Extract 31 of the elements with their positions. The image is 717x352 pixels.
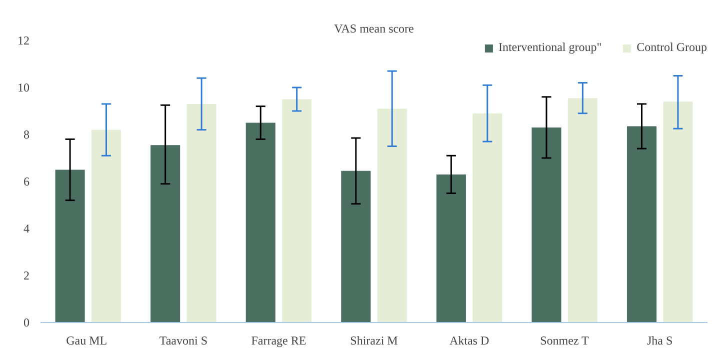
- bar: [186, 104, 216, 322]
- y-tick-label: 10: [18, 80, 30, 94]
- bar: [663, 102, 693, 322]
- y-tick-label: 12: [18, 34, 30, 48]
- x-tick-label: Sonmez T: [540, 334, 590, 348]
- bar: [341, 170, 371, 322]
- bar: [150, 145, 180, 322]
- bar: [626, 126, 657, 322]
- x-tick-label: Farrage RE: [251, 334, 306, 348]
- y-tick-label: 8: [24, 128, 30, 142]
- y-tick-label: 2: [24, 268, 30, 282]
- bar: [91, 130, 122, 322]
- x-tick-label: Gau ML: [66, 334, 108, 348]
- x-tick-label: Aktas D: [449, 334, 490, 348]
- chart-title: VAS mean score: [334, 22, 414, 36]
- legend-label: Interventional group": [498, 40, 602, 55]
- y-tick-label: 6: [24, 174, 30, 188]
- bar: [377, 108, 407, 322]
- y-tick-label: 0: [24, 316, 30, 330]
- bar: [472, 113, 502, 322]
- bar: [246, 122, 276, 322]
- bar: [55, 170, 85, 322]
- y-tick-label: 4: [24, 222, 30, 236]
- bar: [532, 127, 562, 322]
- x-tick-label: Taavoni S: [159, 334, 208, 348]
- x-tick-label: Jha S: [647, 334, 673, 348]
- bar: [282, 99, 312, 322]
- legend-label: Control Group: [636, 40, 707, 55]
- bar: [436, 174, 466, 322]
- bar: [568, 98, 598, 322]
- x-tick-label: Shirazi M: [350, 334, 398, 348]
